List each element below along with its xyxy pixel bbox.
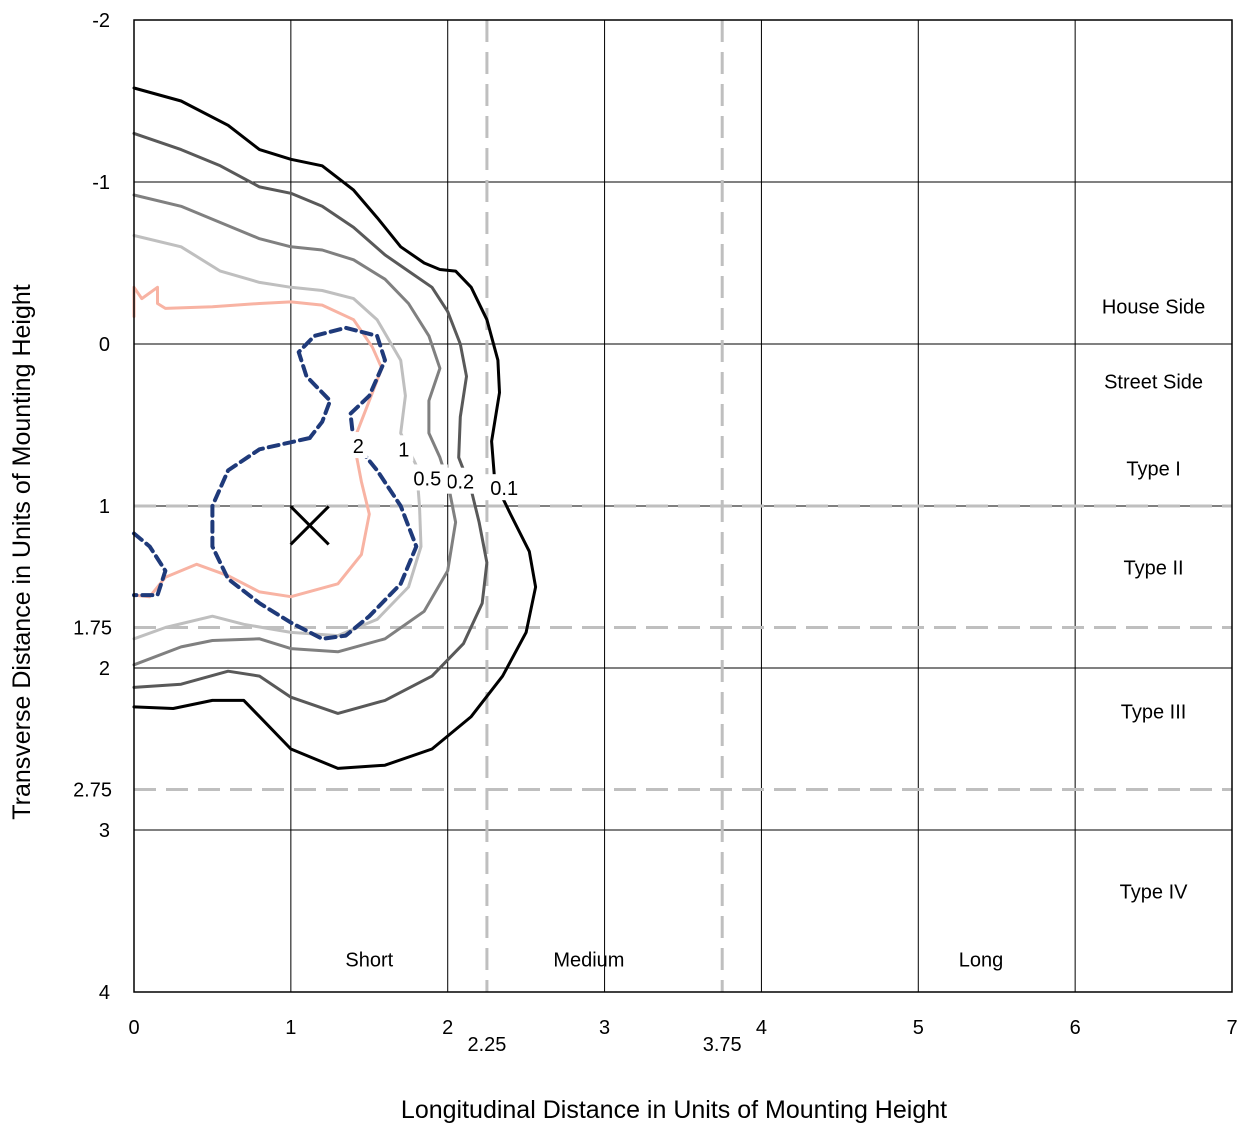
contour-line-5 xyxy=(210,325,419,641)
reference-lines xyxy=(134,20,1232,992)
contour-line-0-5 xyxy=(132,193,458,667)
plot-frame xyxy=(133,19,1233,993)
x-tick-label: 0 xyxy=(128,1017,139,1039)
region-label: Type III xyxy=(1121,702,1187,724)
y-tick-label-extra: 2.75 xyxy=(73,780,112,802)
y-tick-label: -2 xyxy=(92,10,110,32)
x-tick-label: 4 xyxy=(756,1017,767,1039)
contour-label-0-2: 0.2 xyxy=(446,472,474,494)
region-label: Type I xyxy=(1126,459,1180,481)
region-label: Long xyxy=(959,950,1004,972)
region-labels: House Side Street Side Type I Type II Type I… xyxy=(345,297,1205,972)
luminaire-x-stroke xyxy=(289,505,330,546)
contour-line-0-2 xyxy=(132,131,489,715)
gridlines xyxy=(134,20,1232,992)
region-label: House Side xyxy=(1102,297,1205,319)
contour-label-box xyxy=(483,474,525,501)
contour-label-box xyxy=(394,435,414,462)
y-axis-title: Transverse Distance in Units of Mounting… xyxy=(8,284,36,819)
contour-labels: 0.1 0.20.51 2 xyxy=(348,432,525,501)
region-label: Medium xyxy=(553,950,624,972)
contour-label-2: 2 xyxy=(353,436,364,458)
x-tick-label: 7 xyxy=(1226,1017,1237,1039)
x-tick-label: 6 xyxy=(1070,1017,1081,1039)
contour-label-1: 1 xyxy=(398,439,409,461)
tick-labels: 0 1 2 3 4 5 6 7 2.25 3.75 -2 -1 0 1 2 3 4 1.75 2.75 xyxy=(73,10,1238,1056)
x-tick-label: 1 xyxy=(285,1017,296,1039)
region-label: Street Side xyxy=(1104,371,1203,393)
x-tick-label-extra: 3.75 xyxy=(703,1034,742,1056)
y-tick-label: 0 xyxy=(99,334,110,356)
contour-label-0-5: 0.5 xyxy=(413,468,441,490)
region-label: Type II xyxy=(1124,558,1184,580)
y-tick-label: 3 xyxy=(99,820,110,842)
contour-label-box xyxy=(406,464,448,491)
luminaire-marker xyxy=(289,505,330,546)
contour-label-0-1: 0.1 xyxy=(490,478,518,500)
plot-border xyxy=(133,19,1233,993)
y-tick-label: -1 xyxy=(92,172,110,194)
y-tick-label: 2 xyxy=(99,658,110,680)
contour-label-box xyxy=(348,432,368,459)
x-tick-label-extra: 2.25 xyxy=(467,1034,506,1056)
y-tick-label-extra: 1.75 xyxy=(73,618,112,640)
region-label: Short xyxy=(345,950,393,972)
x-tick-label: 2 xyxy=(442,1017,453,1039)
region-label: Type IV xyxy=(1120,882,1188,904)
y-tick-label: 1 xyxy=(99,496,110,518)
contour-line-0-1 xyxy=(132,86,538,770)
x-axis-title: Longitudinal Distance in Units of Mounti… xyxy=(401,1096,947,1124)
x-tick-label: 3 xyxy=(599,1017,610,1039)
contour-line-5 xyxy=(132,531,168,598)
x-tick-label: 5 xyxy=(913,1017,924,1039)
y-tick-label: 4 xyxy=(99,982,110,1004)
